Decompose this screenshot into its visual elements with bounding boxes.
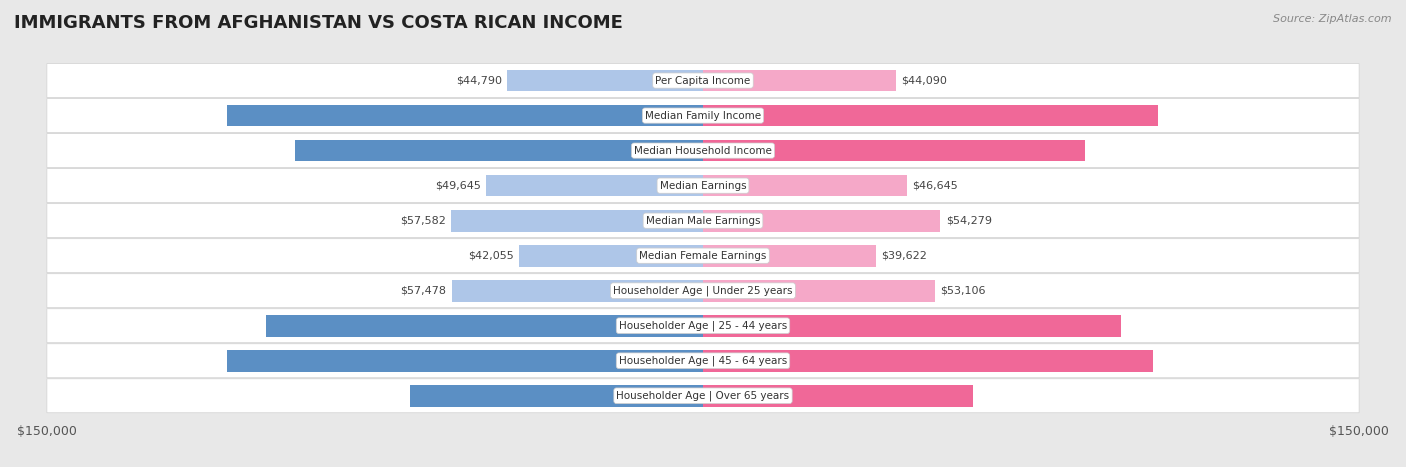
Bar	[703, 385, 973, 407]
Bar	[703, 105, 1159, 127]
Text: $93,375: $93,375	[686, 146, 737, 156]
Bar	[228, 350, 703, 372]
Bar	[703, 210, 941, 232]
Text: $99,977: $99,977	[686, 321, 737, 331]
Text: $39,622: $39,622	[882, 251, 928, 261]
Bar	[703, 280, 935, 302]
Text: Source: ZipAtlas.com: Source: ZipAtlas.com	[1274, 14, 1392, 24]
Text: Median Male Earnings: Median Male Earnings	[645, 216, 761, 226]
Text: Median Female Earnings: Median Female Earnings	[640, 251, 766, 261]
FancyBboxPatch shape	[46, 309, 1360, 343]
FancyBboxPatch shape	[46, 344, 1360, 378]
Bar	[228, 105, 703, 127]
Text: IMMIGRANTS FROM AFGHANISTAN VS COSTA RICAN INCOME: IMMIGRANTS FROM AFGHANISTAN VS COSTA RIC…	[14, 14, 623, 32]
Bar	[451, 210, 703, 232]
Bar	[703, 140, 1084, 162]
Bar	[703, 350, 1153, 372]
Bar	[486, 175, 703, 197]
Bar	[703, 315, 1121, 337]
Text: Median Earnings: Median Earnings	[659, 181, 747, 191]
FancyBboxPatch shape	[46, 379, 1360, 413]
Text: $57,478: $57,478	[401, 286, 446, 296]
Text: $57,582: $57,582	[399, 216, 446, 226]
Text: $49,645: $49,645	[434, 181, 481, 191]
Text: Median Family Income: Median Family Income	[645, 111, 761, 120]
Text: Householder Age | 45 - 64 years: Householder Age | 45 - 64 years	[619, 355, 787, 366]
Bar	[703, 245, 876, 267]
Text: $42,055: $42,055	[468, 251, 513, 261]
Bar	[266, 315, 703, 337]
Bar	[703, 175, 907, 197]
FancyBboxPatch shape	[46, 239, 1360, 273]
FancyBboxPatch shape	[46, 169, 1360, 203]
Text: $61,638: $61,638	[662, 391, 714, 401]
FancyBboxPatch shape	[46, 274, 1360, 308]
Text: Householder Age | 25 - 44 years: Householder Age | 25 - 44 years	[619, 320, 787, 331]
Text: $108,785: $108,785	[683, 356, 742, 366]
Text: $67,007: $67,007	[692, 391, 742, 401]
FancyBboxPatch shape	[46, 134, 1360, 168]
Bar	[519, 245, 703, 267]
Text: Per Capita Income: Per Capita Income	[655, 76, 751, 85]
Bar	[508, 70, 703, 92]
Text: $44,790: $44,790	[456, 76, 502, 85]
Text: $95,565: $95,565	[669, 321, 720, 331]
Text: $46,645: $46,645	[912, 181, 957, 191]
FancyBboxPatch shape	[46, 204, 1360, 238]
Text: $54,279: $54,279	[946, 216, 991, 226]
Bar	[295, 140, 703, 162]
Text: Householder Age | Over 65 years: Householder Age | Over 65 years	[616, 390, 790, 401]
Bar	[411, 385, 703, 407]
Text: $108,709: $108,709	[683, 111, 742, 120]
Bar	[451, 280, 703, 302]
Text: $44,090: $44,090	[901, 76, 948, 85]
Bar	[703, 70, 896, 92]
Text: $53,106: $53,106	[941, 286, 986, 296]
Text: $87,262: $87,262	[668, 146, 718, 156]
Text: $103,989: $103,989	[662, 111, 721, 120]
FancyBboxPatch shape	[46, 99, 1360, 133]
Text: $102,779: $102,779	[662, 356, 721, 366]
FancyBboxPatch shape	[46, 64, 1360, 98]
Text: Median Household Income: Median Household Income	[634, 146, 772, 156]
Text: Householder Age | Under 25 years: Householder Age | Under 25 years	[613, 285, 793, 296]
